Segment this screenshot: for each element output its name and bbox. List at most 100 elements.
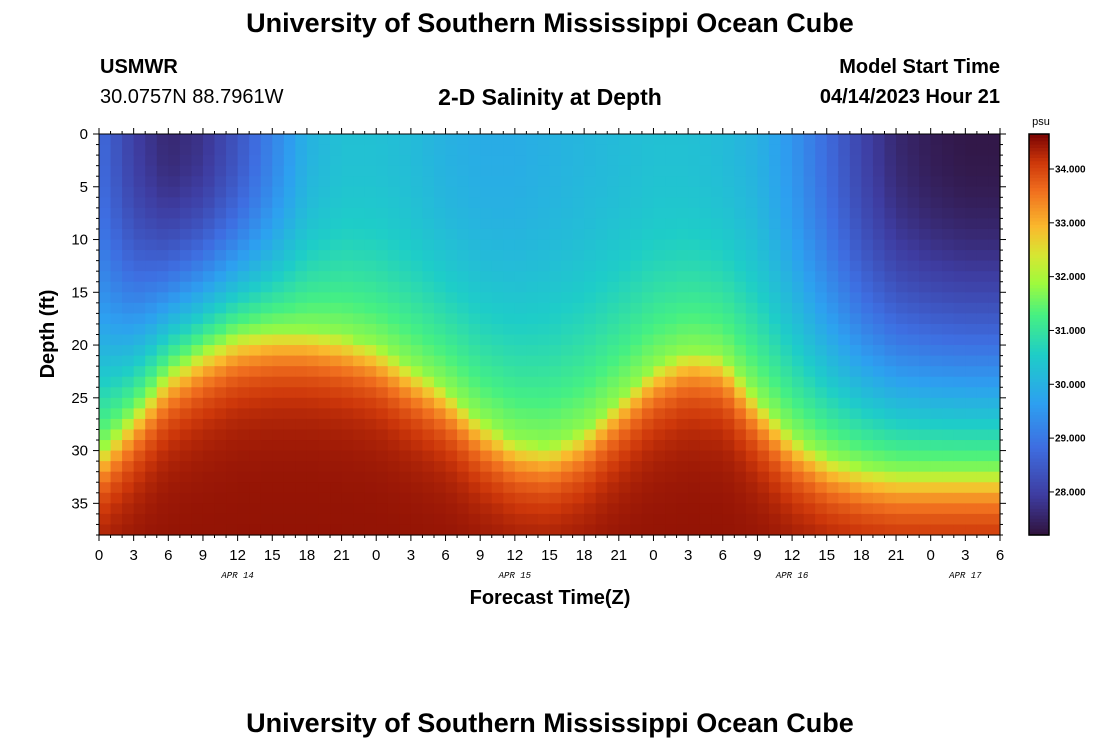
heatmap-cell (988, 418, 1001, 431)
heatmap-cell (907, 492, 920, 504)
heatmap-cell (734, 524, 747, 536)
heatmap-cell (757, 281, 770, 293)
heatmap-cell (503, 355, 516, 367)
heatmap-cell (387, 207, 400, 220)
heatmap-cell (549, 323, 562, 336)
heatmap-cell (122, 461, 135, 473)
heatmap-cell (803, 228, 816, 241)
heatmap-cell (930, 461, 943, 473)
colorbar-segment (1029, 518, 1049, 523)
heatmap-cell (179, 302, 193, 314)
heatmap-cell (653, 450, 666, 462)
heatmap-cell (353, 482, 366, 494)
colorbar-segment (1029, 321, 1049, 326)
heatmap-cell (595, 387, 608, 399)
heatmap-cell (122, 302, 135, 314)
heatmap-cell (595, 313, 608, 325)
heatmap-cell (110, 165, 123, 177)
heatmap-cell (976, 176, 990, 188)
heatmap-cell (514, 313, 527, 325)
heatmap-cell (688, 207, 701, 220)
heatmap-cell (757, 239, 770, 251)
heatmap-cell (676, 144, 689, 156)
heatmap-cell (607, 323, 620, 336)
heatmap-cell (122, 292, 135, 304)
heatmap-cell (711, 461, 724, 473)
heatmap-cell (99, 155, 112, 167)
heatmap-cell (468, 260, 481, 272)
heatmap-cell (191, 218, 204, 230)
heatmap-cell (179, 376, 193, 388)
heatmap-cell (815, 134, 828, 146)
heatmap-cell (387, 197, 400, 209)
heatmap-cell (353, 503, 366, 515)
heatmap-cell (803, 239, 816, 251)
heatmap-cell (179, 345, 193, 357)
heatmap-cell (792, 334, 805, 346)
heatmap-cell (202, 355, 216, 367)
heatmap-cell (272, 323, 285, 336)
colorbar-tick-label: 30.000 (1055, 380, 1086, 391)
heatmap-cell (884, 345, 897, 357)
heatmap-cell (468, 397, 481, 409)
heatmap-cell (133, 345, 146, 357)
heatmap-cell (768, 302, 782, 314)
heatmap-cell (249, 387, 262, 399)
heatmap-cell (445, 186, 458, 198)
heatmap-cell (561, 323, 574, 336)
heatmap-cell (179, 461, 193, 473)
heatmap-cell (387, 429, 400, 441)
heatmap-cell (433, 440, 447, 452)
heatmap-cell (688, 165, 701, 177)
heatmap-cell (665, 429, 678, 441)
heatmap-cell (838, 228, 851, 241)
heatmap-cell (711, 471, 724, 483)
heatmap-cell (364, 408, 377, 420)
heatmap-cell (803, 271, 816, 283)
heatmap-cell (561, 250, 574, 262)
colorbar-segment (1029, 491, 1049, 496)
heatmap-cell (907, 134, 920, 146)
heatmap-cell (399, 165, 412, 177)
heatmap-cell (364, 176, 377, 188)
heatmap-cell (272, 281, 285, 293)
heatmap-cell (965, 134, 978, 146)
heatmap-cell (156, 228, 169, 241)
heatmap-cell (480, 366, 493, 378)
heatmap-cell (526, 271, 539, 283)
heatmap-cell (168, 524, 181, 536)
heatmap-cell (907, 345, 920, 357)
heatmap-cell (872, 366, 886, 378)
heatmap-cell (133, 323, 146, 336)
heatmap-cell (353, 207, 366, 220)
heatmap-cell (433, 513, 447, 526)
heatmap-cell (249, 492, 262, 504)
heatmap-cell (965, 144, 978, 156)
heatmap-cell (838, 144, 851, 156)
heatmap-cell (549, 176, 562, 188)
heatmap-cell (503, 418, 516, 431)
heatmap-cell (503, 492, 516, 504)
heatmap-cell (757, 334, 770, 346)
heatmap-cell (514, 281, 527, 293)
heatmap-cell (653, 440, 666, 452)
x-tick-label: 12 (784, 547, 801, 564)
colorbar-segment (1029, 307, 1049, 312)
heatmap-cell (156, 376, 169, 388)
heatmap-cell (884, 334, 897, 346)
heatmap-cell (283, 144, 296, 156)
heatmap-cell (849, 408, 862, 420)
heatmap-cell (572, 197, 585, 209)
heatmap-cell (353, 376, 366, 388)
heatmap-cell (572, 176, 585, 188)
heatmap-cell (607, 513, 620, 526)
heatmap-cell (110, 524, 123, 536)
heatmap-cell (364, 387, 377, 399)
heatmap-cell (191, 492, 204, 504)
heatmap-cell (237, 440, 250, 452)
heatmap-cell (295, 323, 308, 336)
heatmap-cell (376, 334, 389, 346)
heatmap-cell (260, 429, 273, 441)
heatmap-cell (353, 366, 366, 378)
heatmap-cell (191, 323, 204, 336)
